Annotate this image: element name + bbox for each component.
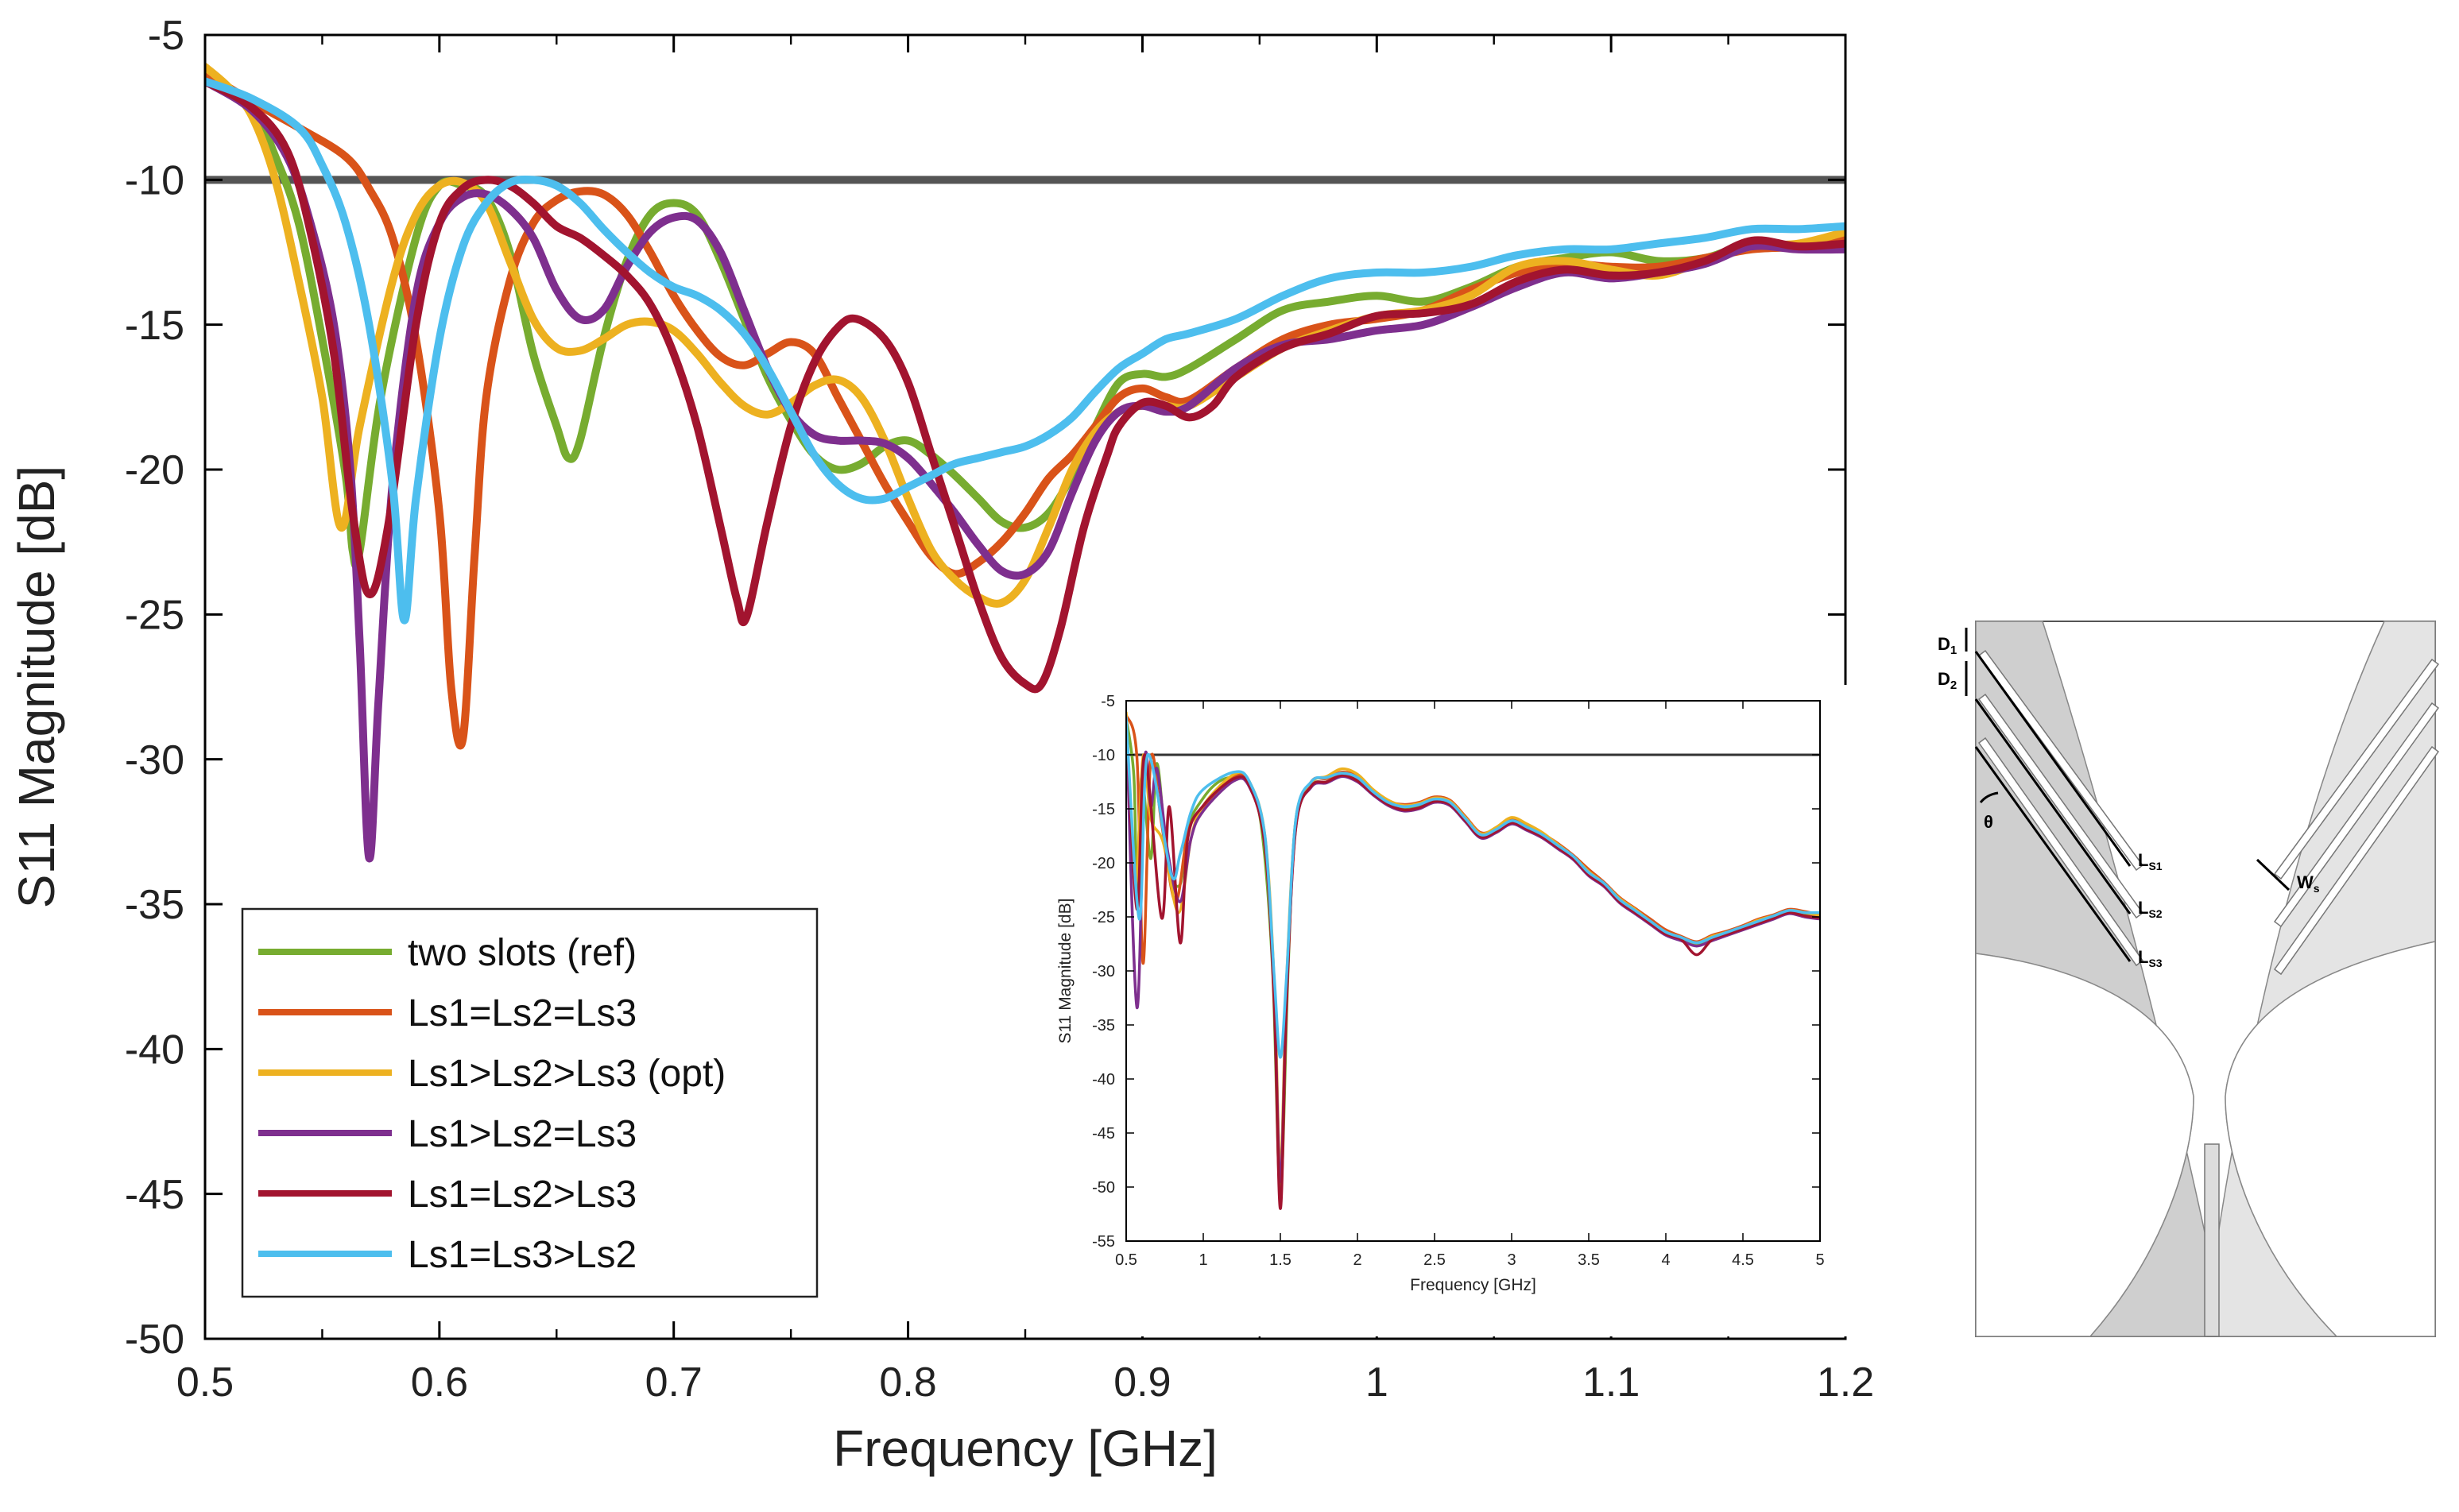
label-d2: D2: [1938, 669, 1957, 692]
inset-y-tick-label: -45: [1092, 1125, 1115, 1143]
main-y-tick-label: -35: [125, 882, 184, 928]
right-slots: [2273, 658, 2440, 976]
main-legend-label-1: two slots (ref): [408, 932, 637, 974]
main-y-tick-label: -45: [125, 1172, 184, 1218]
inset-y-tick-label: -40: [1092, 1071, 1115, 1089]
left-slots: [1977, 649, 2144, 967]
inset-y-axis: -5 -10 -15 -20 -25 -30 -35 -40 -45 -50 -55: [1092, 693, 1820, 1251]
diagram-labels: D1 D2 θ LS1 LS2 LS3 Ws: [1938, 634, 2320, 969]
inset-y-tick-label: -20: [1092, 855, 1115, 872]
inset-y-tick-label: -15: [1092, 801, 1115, 818]
ls1-arrow: [1974, 651, 2132, 867]
main-y-tick-label: -25: [125, 593, 184, 639]
main-x-tick-label: 0.7: [645, 1359, 703, 1406]
main-y-tick-label: -5: [148, 13, 184, 59]
main-x-tick-label: 0.5: [176, 1359, 234, 1406]
label-ls3: LS3: [2138, 947, 2163, 969]
main-x-tick-label: 0.9: [1113, 1359, 1171, 1406]
inset-x-tick-label: 5: [1815, 1251, 1824, 1269]
main-legend-label-6: Ls1=Ls3>Ls2: [408, 1234, 637, 1276]
label-ws: Ws: [2297, 872, 2320, 895]
inset-x-tick-label: 3.5: [1578, 1251, 1600, 1269]
main-series-line-6: [205, 77, 1845, 625]
inset-y-axis-label: S11 Magnitude [dB]: [1056, 899, 1075, 1044]
main-x-tick-label: 1.1: [1582, 1359, 1640, 1406]
main-x-tick-label: 1: [1365, 1359, 1388, 1406]
main-y-tick-label: -20: [125, 447, 184, 493]
inset-y-tick-label: -55: [1092, 1233, 1115, 1251]
main-legend: two slots (ref) Ls1=Ls2=Ls3 Ls1>Ls2>Ls3 (o…: [241, 907, 819, 1298]
label-theta: θ: [1984, 812, 1993, 832]
inset-x-tick-label: 1: [1199, 1251, 1207, 1269]
main-y-tick-label: -50: [125, 1317, 184, 1363]
right-flare-lower: [2225, 941, 2436, 1337]
feed-line: [2204, 1143, 2220, 1337]
main-legend-label-2: Ls1=Ls2=Ls3: [408, 992, 637, 1034]
inset-y-tick-label: -50: [1092, 1179, 1115, 1197]
label-d1: D1: [1938, 634, 1957, 657]
inset-series-group: [1126, 711, 1820, 1210]
inset-x-tick-label: 1.5: [1269, 1251, 1291, 1269]
main-y-tick-label: -10: [125, 158, 184, 204]
slot-right-3: [2273, 745, 2440, 976]
main-legend-box: [241, 907, 819, 1298]
main-legend-label-5: Ls1=Ls2>Ls3: [408, 1174, 637, 1216]
inset-x-tick-label: 0.5: [1115, 1251, 1137, 1269]
inset-y-tick-label: -10: [1092, 747, 1115, 764]
main-x-tick-label: 0.8: [879, 1359, 936, 1406]
inset-series-line-5: [1126, 717, 1820, 1210]
inset-series-line-6: [1126, 717, 1820, 1059]
inset-x-tick-label: 3: [1507, 1251, 1516, 1269]
dimension-arrows: [1965, 628, 2291, 962]
inset-x-tick-label: 2: [1353, 1251, 1361, 1269]
inset-y-tick-label: -30: [1092, 963, 1115, 980]
main-y-tick-label: -30: [125, 737, 184, 783]
inset-y-tick-label: -25: [1092, 909, 1115, 926]
ls3-arrow: [1974, 746, 2132, 962]
main-x-tick-label: 0.6: [411, 1359, 468, 1406]
inset-plot-area: [1126, 701, 1820, 1241]
ws-arrow: [2256, 858, 2291, 891]
slot-ls3: [1977, 737, 2144, 967]
main-legend-label-3: Ls1>Ls2>Ls3 (opt): [408, 1053, 726, 1095]
slot-ls1: [1977, 649, 2144, 872]
inset-x-tick-label: 2.5: [1423, 1251, 1446, 1269]
label-ls2: LS2: [2138, 898, 2163, 920]
main-x-axis-label: Frequency [GHz]: [833, 1420, 1218, 1477]
inset-chart: 0.5 1 1.5 2 2.5 3 3.5 4 4.5 5 -5 -10 -15 -20 -25 -30 -35…: [1051, 685, 1850, 1336]
main-series-line-5: [205, 77, 1845, 694]
main-legend-label-4: Ls1>Ls2=Ls3: [408, 1113, 637, 1155]
left-flare-lower: [1975, 953, 2194, 1337]
main-x-tick-label: 1.2: [1817, 1359, 1874, 1406]
main-x-axis: 0.5 0.6 0.7 0.8 0.9 1 1.1 1.2: [176, 35, 1874, 1406]
label-ls1: LS1: [2138, 850, 2163, 872]
antenna-diagram: D1 D2 θ LS1 LS2 LS3 Ws: [1938, 621, 2440, 1337]
inset-y-tick-label: -5: [1101, 693, 1115, 710]
theta-arc: [1979, 791, 1999, 803]
inset-x-axis: 0.5 1 1.5 2 2.5 3 3.5 4 4.5 5: [1115, 701, 1825, 1269]
slot-right-1: [2273, 658, 2440, 880]
main-y-axis-label: S11 Magnitude [dB]: [8, 466, 65, 908]
inset-x-axis-label: Frequency [GHz]: [1410, 1276, 1536, 1294]
inset-x-tick-label: 4: [1661, 1251, 1670, 1269]
slot-right-2: [2273, 702, 2440, 928]
ls2-arrow: [1974, 698, 2132, 915]
main-y-tick-label: -40: [125, 1027, 184, 1073]
inset-x-tick-label: 4.5: [1732, 1251, 1754, 1269]
slot-ls2: [1977, 693, 2144, 919]
inset-y-tick-label: -35: [1092, 1017, 1115, 1034]
main-y-tick-label: -15: [125, 303, 184, 349]
main-series-group: [205, 63, 1845, 863]
